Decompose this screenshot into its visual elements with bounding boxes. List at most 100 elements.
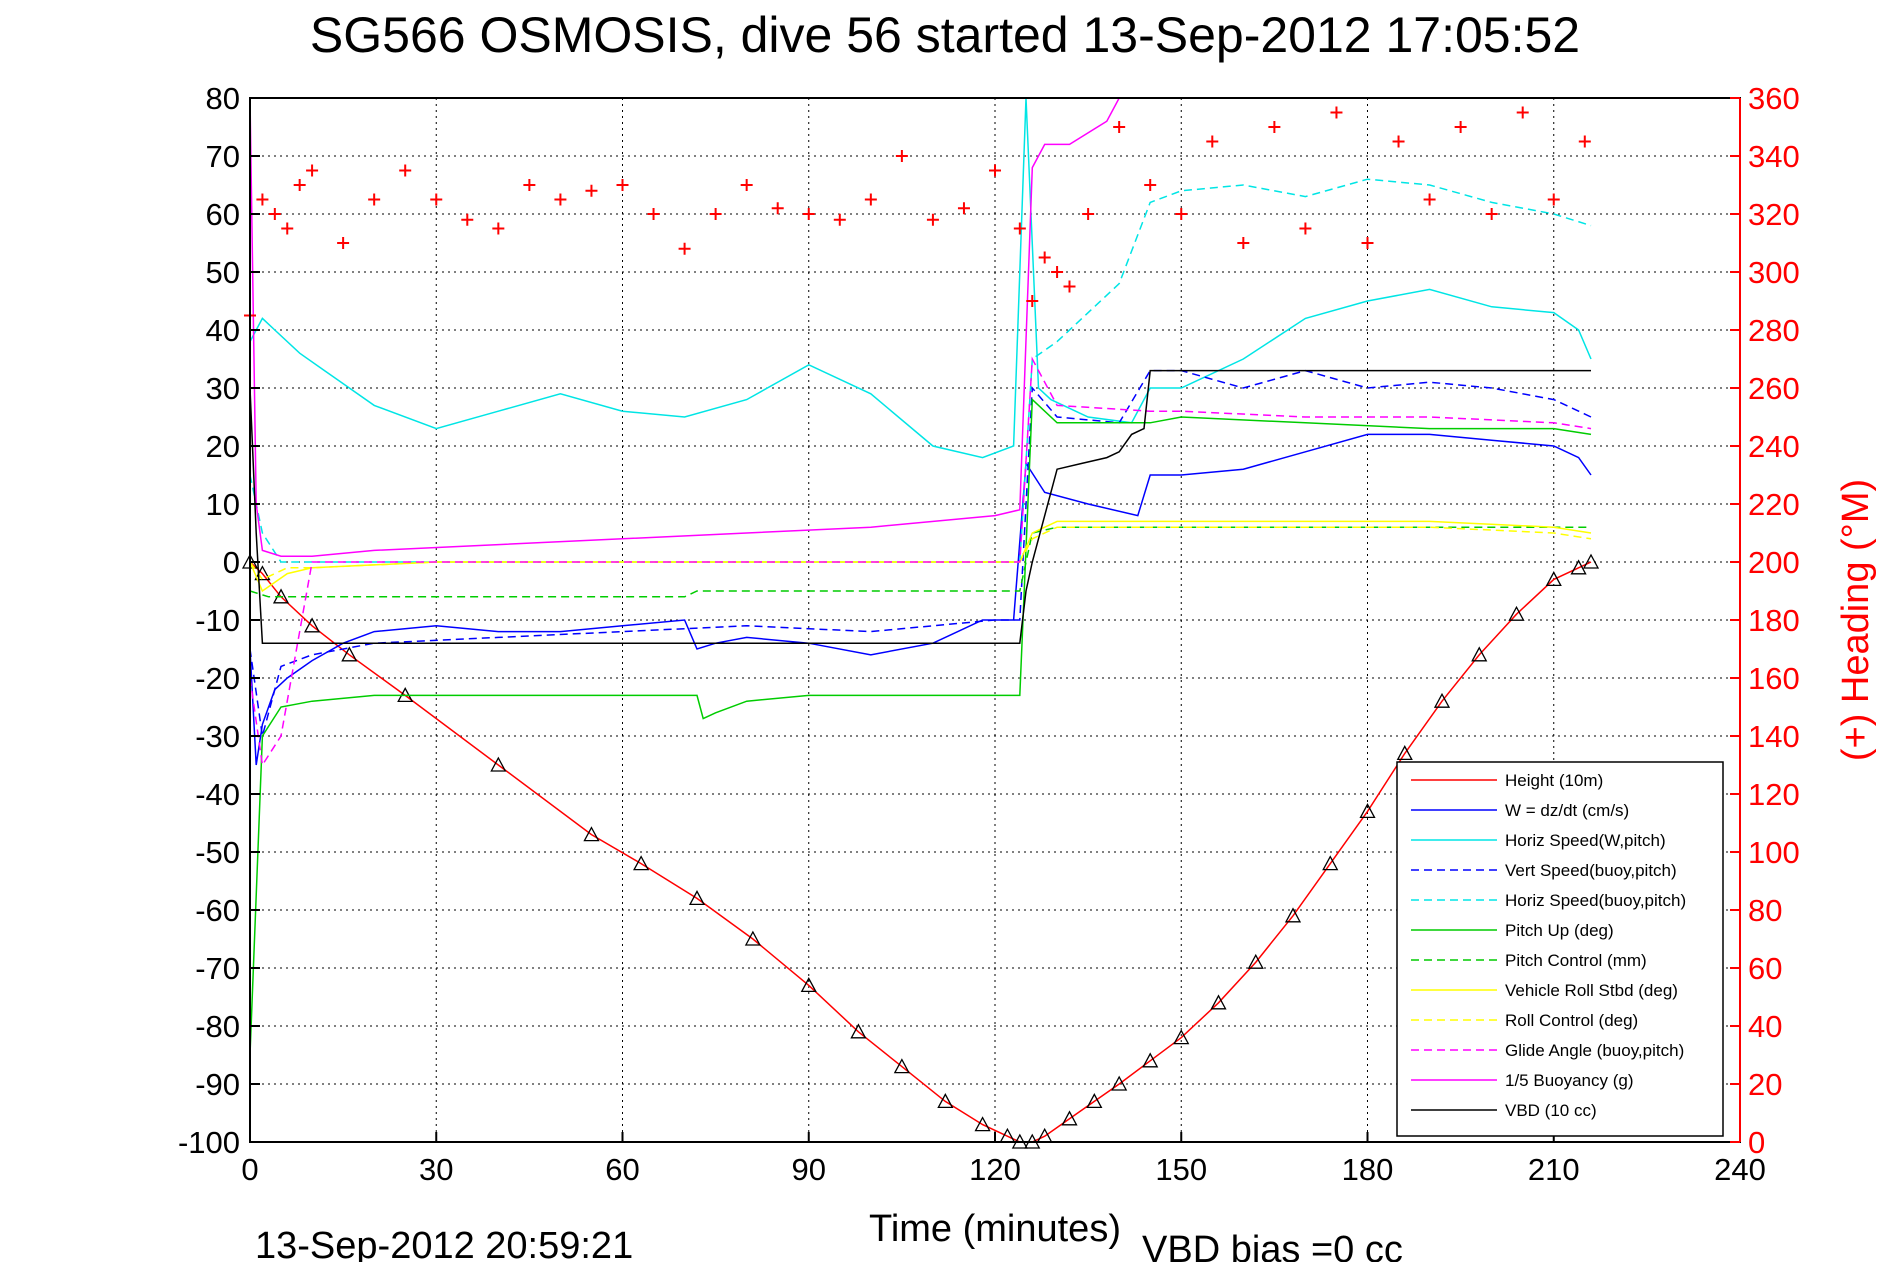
heading-point xyxy=(399,164,412,177)
heading-point xyxy=(1051,266,1064,278)
height-marker xyxy=(893,1058,910,1074)
y-tick-label: 30 xyxy=(206,371,240,406)
heading-point xyxy=(1113,121,1126,133)
heading-point xyxy=(864,193,877,206)
y2-tick-label: 280 xyxy=(1748,313,1800,348)
footer-vbd-bias: VBD bias =0 cc xyxy=(1142,1229,1403,1262)
series-glide xyxy=(249,356,1592,768)
footer-timestamp: 13-Sep-2012 20:59:21 xyxy=(255,1225,633,1262)
y2-tick-label: 0 xyxy=(1748,1125,1765,1160)
heading-point xyxy=(461,213,474,226)
y2-tick-label: 260 xyxy=(1748,371,1800,406)
x-tick-label: 210 xyxy=(1528,1152,1580,1187)
series-line-height xyxy=(249,561,1592,1143)
series-line-pitch xyxy=(249,397,1592,1056)
series-line-horiz_buoy xyxy=(249,178,1592,563)
heading-point xyxy=(585,184,598,197)
heading-point xyxy=(337,237,350,249)
legend-entry: Horiz Speed(W,pitch) xyxy=(1505,831,1666,850)
height-marker xyxy=(1111,1075,1128,1091)
y2-tick-label: 300 xyxy=(1748,255,1800,290)
chart-title: SG566 OSMOSIS, dive 56 started 13-Sep-20… xyxy=(310,7,1580,63)
heading-point xyxy=(293,179,306,191)
heading-point xyxy=(1330,106,1343,119)
y2-tick-label: 320 xyxy=(1748,197,1800,232)
heading-point xyxy=(926,213,939,226)
height-marker xyxy=(1471,646,1488,662)
series-heading xyxy=(244,106,1591,322)
series-line-roll_ctrl xyxy=(249,526,1592,581)
x-tick-label: 180 xyxy=(1342,1152,1394,1187)
y-tick-label: -10 xyxy=(195,603,240,638)
x-tick-label: 90 xyxy=(792,1152,826,1187)
y-tick-label: -70 xyxy=(195,951,240,986)
height-marker xyxy=(1396,745,1413,761)
y2-axis-label: (+) Heading (°M) xyxy=(1835,479,1877,761)
series-vbd xyxy=(249,369,1591,644)
heading-point xyxy=(647,208,660,220)
y2-ticks: 3603403203002802602402202001801601401201… xyxy=(1730,81,1800,1160)
series-roll xyxy=(249,520,1592,593)
heading-point xyxy=(895,150,908,162)
heading-point xyxy=(1423,193,1436,206)
x-tick-label: 240 xyxy=(1714,1152,1766,1187)
legend-entry: Pitch Up (deg) xyxy=(1505,921,1614,940)
height-marker xyxy=(937,1093,954,1109)
heading-point xyxy=(678,242,691,255)
height-marker xyxy=(1173,1029,1190,1045)
height-marker xyxy=(744,930,761,946)
legend-entry: Horiz Speed(buoy,pitch) xyxy=(1505,891,1686,910)
series-roll_ctrl xyxy=(249,526,1592,581)
heading-point xyxy=(1082,208,1095,220)
y-tick-label: 10 xyxy=(206,487,240,522)
series-line-horiz_w xyxy=(249,97,1592,459)
heading-point xyxy=(430,193,443,206)
heading-point xyxy=(1063,280,1076,293)
heading-point xyxy=(1578,135,1591,148)
heading-point xyxy=(709,208,722,220)
heading-point xyxy=(771,202,784,215)
y2-tick-label: 360 xyxy=(1748,81,1800,116)
height-marker xyxy=(974,1116,991,1132)
series-group xyxy=(241,97,1600,1149)
heading-point xyxy=(1299,222,1312,235)
heading-point xyxy=(1361,237,1374,249)
heading-point xyxy=(1026,295,1039,307)
legend-entry: 1/5 Buoyancy (g) xyxy=(1505,1071,1634,1090)
heading-point xyxy=(368,193,381,206)
x-tick-label: 30 xyxy=(419,1152,453,1187)
heading-point xyxy=(957,202,970,215)
y2-tick-label: 160 xyxy=(1748,661,1800,696)
legend-entry: Vehicle Roll Stbd (deg) xyxy=(1505,981,1678,1000)
y-tick-label: 40 xyxy=(206,313,240,348)
series-line-glide xyxy=(249,356,1592,768)
legend-entry: Vert Speed(buoy,pitch) xyxy=(1505,861,1677,880)
series-horiz_w xyxy=(249,97,1592,459)
heading-point xyxy=(1038,251,1051,264)
series-vert_buoy xyxy=(249,369,1592,737)
x-axis-label: Time (minutes) xyxy=(869,1208,1121,1250)
height-marker xyxy=(1433,692,1451,708)
height-marker xyxy=(1359,803,1376,819)
legend-entry: VBD (10 cc) xyxy=(1505,1101,1597,1120)
series-pitch xyxy=(249,397,1592,1056)
heading-point xyxy=(1144,179,1157,191)
x-tick-label: 150 xyxy=(1155,1152,1207,1187)
heading-point xyxy=(1013,222,1026,235)
series-line-roll xyxy=(249,520,1592,593)
y-tick-label: -90 xyxy=(195,1067,240,1102)
height-marker xyxy=(1210,994,1227,1010)
height-marker xyxy=(583,826,600,842)
heading-point xyxy=(802,208,815,220)
heading-point xyxy=(1454,121,1467,133)
legend-entry: Height (10m) xyxy=(1505,771,1603,790)
y2-tick-label: 100 xyxy=(1748,835,1800,870)
height-marker xyxy=(688,890,706,906)
height-marker xyxy=(633,855,650,871)
x-tick-label: 120 xyxy=(969,1152,1021,1187)
series-w xyxy=(249,433,1592,766)
x-ticks: 0 30 60 90 120 150 180 210 240 xyxy=(241,1132,1766,1187)
heading-point xyxy=(523,179,536,191)
height-marker xyxy=(1142,1052,1159,1068)
height-marker xyxy=(341,646,358,662)
